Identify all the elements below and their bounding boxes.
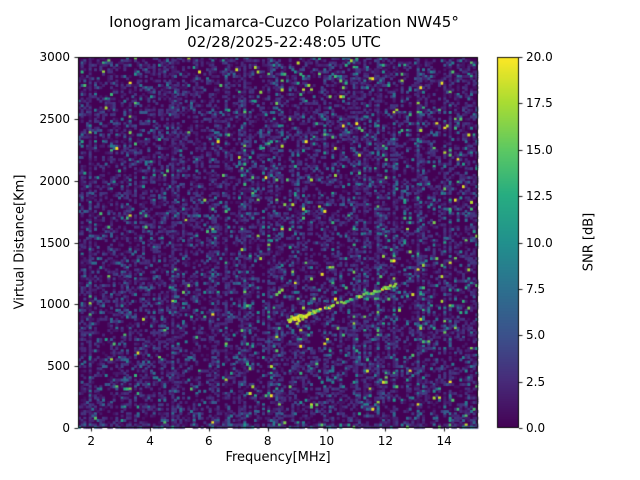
x-tick-label: 12: [377, 434, 393, 448]
colorbar-tick-label: 20.0: [526, 50, 553, 64]
colorbar-tick-label: 15.0: [526, 142, 553, 157]
colorbar-tick-label: 2.5: [526, 374, 546, 389]
x-tick-label: 10: [318, 434, 335, 448]
y-tick-label: 3000: [39, 50, 70, 64]
colorbar-tick-label: 10.0: [526, 235, 553, 250]
colorbar-tick-label: 17.5: [526, 96, 553, 111]
colorbar-tick-label: 0.0: [526, 421, 546, 435]
x-axis-label: Frequency[MHz]: [225, 450, 331, 465]
x-tick-label: 8: [263, 434, 272, 448]
y-tick-label: 1500: [39, 235, 70, 250]
y-tick-label: 2500: [39, 111, 70, 126]
colorbar-tick-label: 7.5: [526, 281, 546, 296]
chart-subtitle: 02/28/2025-22:48:05 UTC: [187, 33, 381, 51]
y-tick-label: 1000: [39, 297, 70, 312]
y-tick-label: 0: [62, 421, 70, 435]
chart-title: Ionogram Jicamarca-Cuzco Polarization NW…: [109, 13, 459, 31]
x-tick-label: 14: [436, 434, 452, 448]
x-tick-label: 4: [146, 434, 154, 448]
x-tick-label: 2: [87, 434, 96, 448]
colorbar-tick-label: 5.0: [526, 328, 546, 343]
x-tick-label: 6: [205, 434, 213, 448]
y-tick-label: 2000: [39, 173, 70, 188]
colorbar-label: SNR [dB]: [581, 212, 597, 272]
colorbar-tick-label: 12.5: [526, 189, 553, 204]
y-tick-label: 500: [47, 359, 70, 374]
